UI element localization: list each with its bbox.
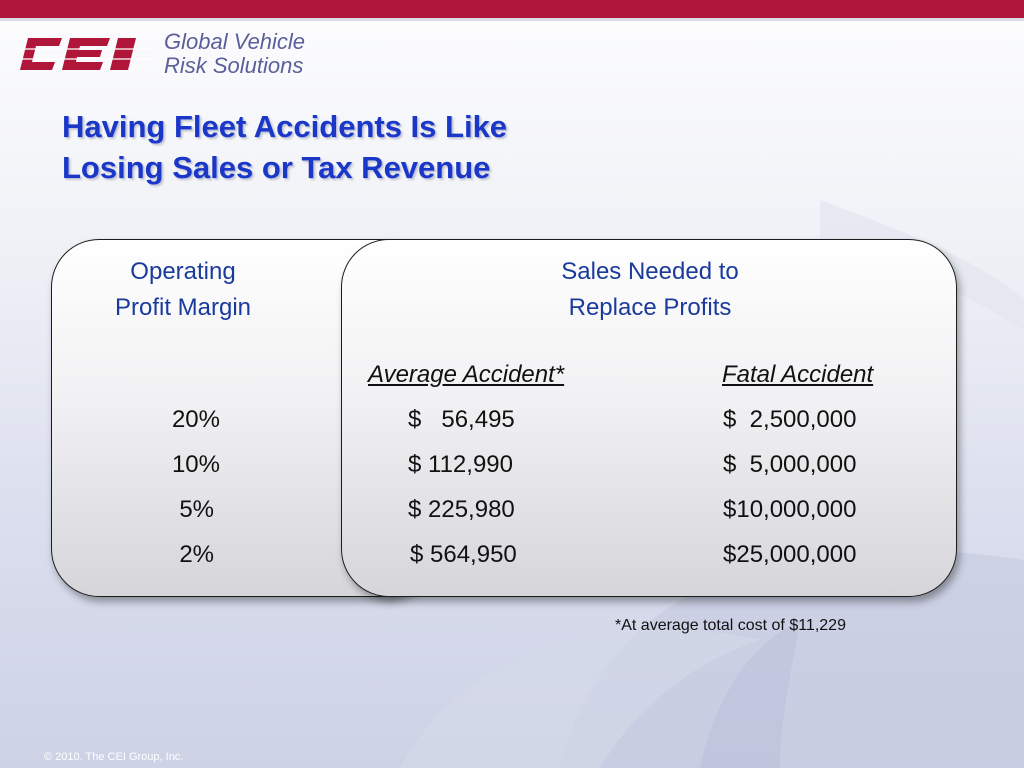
profit-margin-header-line-2: Profit Margin [114,294,252,321]
cei-logo: Global Vehicle Risk Solutions [14,30,324,82]
cei-logo-mark [14,38,154,70]
sales-needed-header-line-1: Sales Needed to [561,258,739,285]
average-accident-value: $ 564,950 [410,541,517,568]
logo-line-2: Risk Solutions [164,53,304,78]
title-line-1: Having Fleet Accidents Is Like [62,109,508,144]
sales-needed-panel [341,239,957,597]
page-title: Having Fleet Accidents Is Like Losing Sa… [62,106,507,188]
footnote: *At average total cost of $11,229 [615,617,846,634]
fatal-accident-value: $ 5,000,000 [723,451,857,478]
title-line-2: Losing Sales or Tax Revenue [62,150,491,185]
sales-needed-header-line-2: Replace Profits [568,294,732,321]
margin-value: 2% [179,541,214,568]
logo-wordmark: Global Vehicle Risk Solutions [164,30,305,78]
fatal-accident-value: $10,000,000 [723,496,857,523]
margin-value: 10% [171,451,220,478]
average-accident-column-header: Average Accident* [368,361,565,388]
profit-margin-header-line-1: Operating [130,258,236,285]
average-accident-value: $ 112,990 [408,451,513,478]
margin-value: 5% [179,496,214,523]
copyright-notice: © 2010. The CEI Group, Inc. [44,751,184,763]
average-accident-value: $ 56,495 [408,406,515,433]
top-accent-divider [0,18,1024,21]
fatal-accident-value: $25,000,000 [723,541,857,568]
profit-margin-header: Operating Profit Margin [88,254,278,326]
average-accident-value: $ 225,980 [408,496,515,523]
fatal-accident-value: $ 2,500,000 [723,406,857,433]
sales-needed-header: Sales Needed to Replace Profits [500,254,800,326]
fatal-accident-column-header: Fatal Accident [722,361,874,388]
top-accent-bar [0,0,1024,18]
logo-line-1: Global Vehicle [164,29,306,54]
margin-value: 20% [171,406,220,433]
